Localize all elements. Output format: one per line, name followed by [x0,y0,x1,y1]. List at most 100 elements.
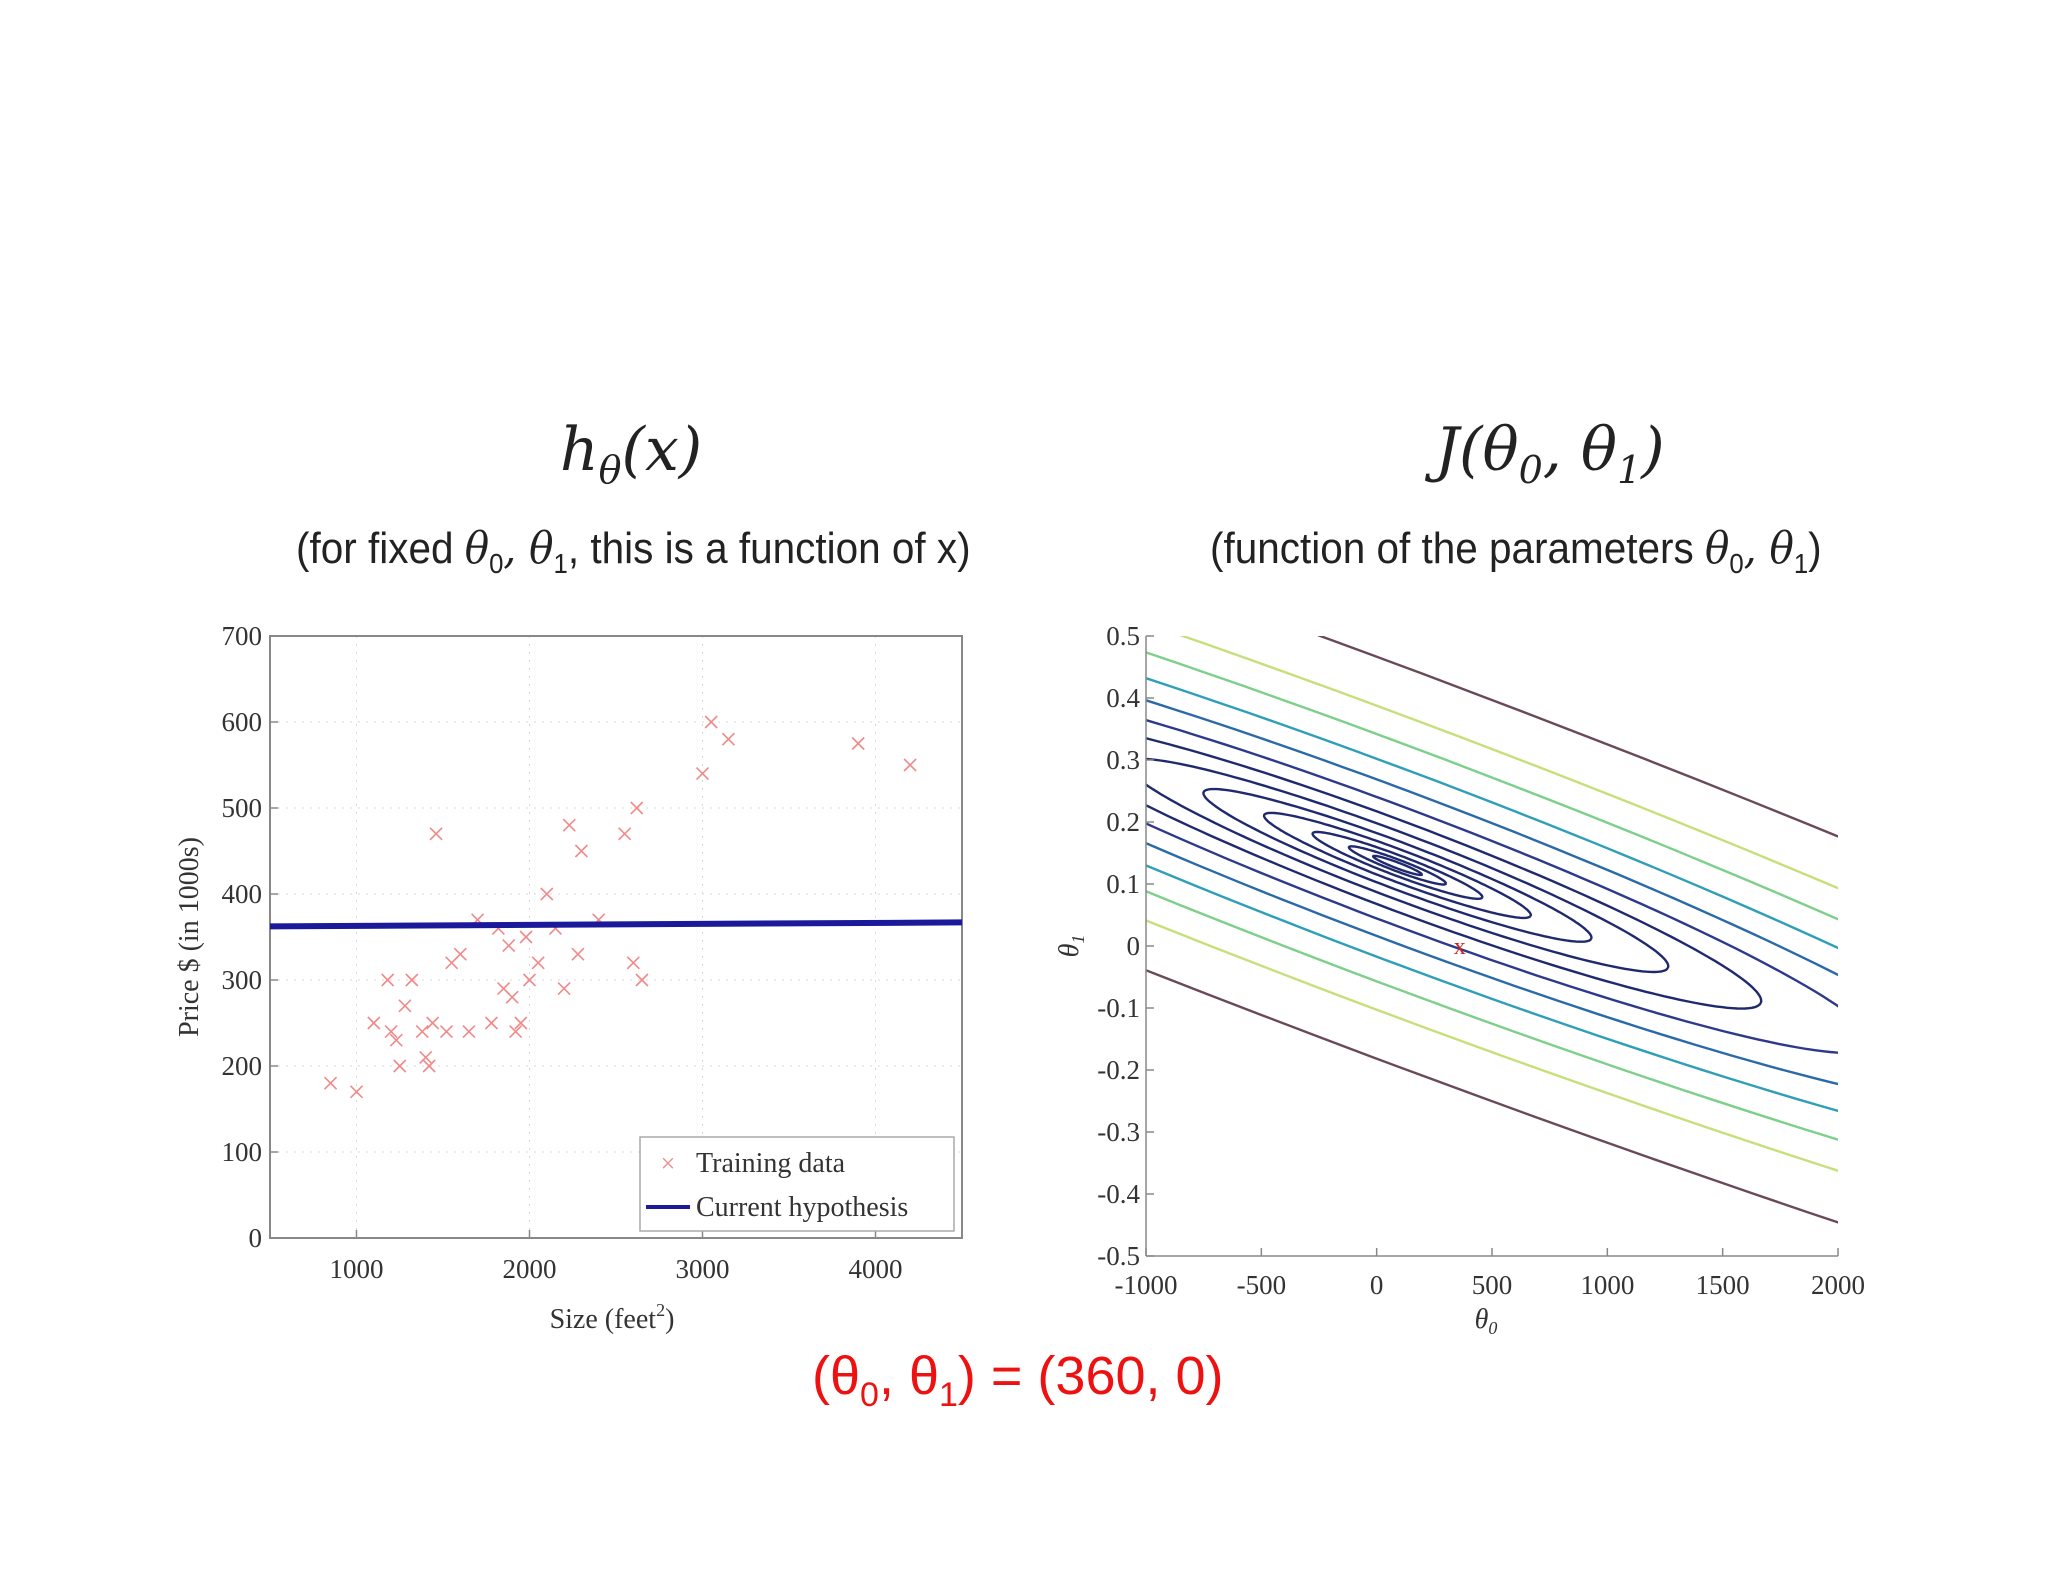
legend-label-hypothesis: Current hypothesis [696,1192,908,1223]
data-point [398,999,412,1013]
scatter-tick-label-x: 2000 [503,1254,557,1284]
contour-line [1311,830,1484,900]
data-point [381,973,395,987]
data-point [415,1025,429,1039]
contour-tick-label-x: 1500 [1696,1270,1750,1300]
data-point-stroke [405,973,419,987]
data-point [323,1076,338,1090]
data-point-stroke [323,1076,338,1090]
data-point [367,1016,381,1030]
current-parameter-marker: x [1454,934,1466,960]
data-point-stroke [571,947,585,961]
data-point-stroke [509,1025,523,1039]
data-point [557,982,571,996]
scatter-tick-label-y: 600 [222,707,263,737]
scatter-x-label: Size (feet2) [550,1300,675,1335]
contour-line [1146,737,1763,1010]
data-point [484,1016,499,1030]
data-point-stroke [618,827,632,841]
data-point-stroke [574,844,588,858]
right-subtitle: (function of the parameters θ0, θ1) [1210,523,1822,579]
data-point [531,956,545,970]
contour-line [1146,651,1838,1141]
left-title: hθ(x) [560,415,703,492]
data-point-stroke [384,1025,398,1039]
data-point [514,1016,528,1030]
contour-line [1146,718,1838,1054]
data-point-stroke [422,1059,436,1073]
contour-tick-label-y: 0.2 [1106,807,1140,837]
data-point-stroke [562,818,576,832]
contour-tick-label-x: 500 [1472,1270,1513,1300]
scatter-tick-label-y: 300 [222,965,263,995]
data-point [522,973,537,987]
scatter-y-label: Price $ (in 1000s) [174,837,205,1037]
scatter-tick-label-y: 200 [222,1051,263,1081]
data-point [462,1025,476,1039]
contour-x-label: θ0 [1475,1304,1498,1338]
hypothesis-line [269,919,963,930]
data-point [405,973,419,987]
data-point [505,990,519,1004]
data-point-stroke [502,939,516,953]
data-point-stroke [519,930,533,944]
data-point-stroke [505,990,519,1004]
data-point-stroke [626,956,640,970]
scatter-tick-label-y: 0 [249,1223,263,1253]
data-point [721,732,736,746]
scatter-plot-frame [269,635,963,1239]
contour-y-label: θ1 [1054,935,1088,958]
data-point-stroke [695,767,710,781]
contour-tick-label-y: 0.5 [1106,621,1140,651]
scatter-legend: × Training data Current hypothesis [639,1136,955,1232]
data-point-stroke [531,956,545,970]
data-point [571,947,585,961]
contour-tick-label-y: -0.4 [1097,1179,1140,1209]
contour-tick-label-y: -0.5 [1097,1241,1140,1271]
right-title: J(θ0, θ1) [1435,415,1665,492]
data-point [519,930,533,944]
contour-tick-label-x: 1000 [1580,1270,1634,1300]
left-subtitle: (for fixed θ0, θ1, this is a function of… [296,523,971,579]
contour-line [1202,787,1593,943]
data-point [453,947,467,961]
data-point [393,1059,407,1073]
data-point-stroke [630,801,644,815]
data-point-stroke [851,736,865,751]
data-point [502,939,516,953]
scatter-tick-label-y: 700 [222,621,263,651]
data-point-stroke [415,1025,429,1039]
data-point-stroke [367,1016,381,1030]
data-point [419,1050,433,1064]
contour-line [1146,757,1670,974]
data-point [635,973,649,987]
contour-tick-label-y: -0.2 [1097,1055,1140,1085]
scatter-tick-label-x: 3000 [676,1254,730,1284]
scatter-tick-label-y: 100 [222,1137,263,1167]
data-point [851,736,865,751]
data-point-stroke [381,973,395,987]
data-point [439,1025,454,1039]
contour-line [1372,854,1423,877]
data-point-stroke [721,732,736,746]
scatter-tick-label-y: 400 [222,879,263,909]
contour-line [1347,845,1448,886]
data-point [562,818,576,832]
data-point [626,956,640,970]
contour-tick-label-y: -0.3 [1097,1117,1140,1147]
data-point-stroke [462,1025,476,1039]
contour-tick-label-x: 2000 [1811,1270,1865,1300]
data-point [509,1025,523,1039]
contour-tick-label-y: 0 [1127,931,1141,961]
data-point-stroke [419,1050,433,1064]
contour-tick-label-y: -0.1 [1097,993,1140,1023]
theta-caption: (θ0, θ1) = (360, 0) [812,1346,1224,1414]
data-point-stroke [429,827,443,841]
data-point-stroke [557,982,571,996]
data-point [695,767,710,781]
legend-marker-training: × [661,1149,676,1178]
data-point-stroke [426,1016,440,1030]
contour-tick-label-y: 0.3 [1106,745,1140,775]
